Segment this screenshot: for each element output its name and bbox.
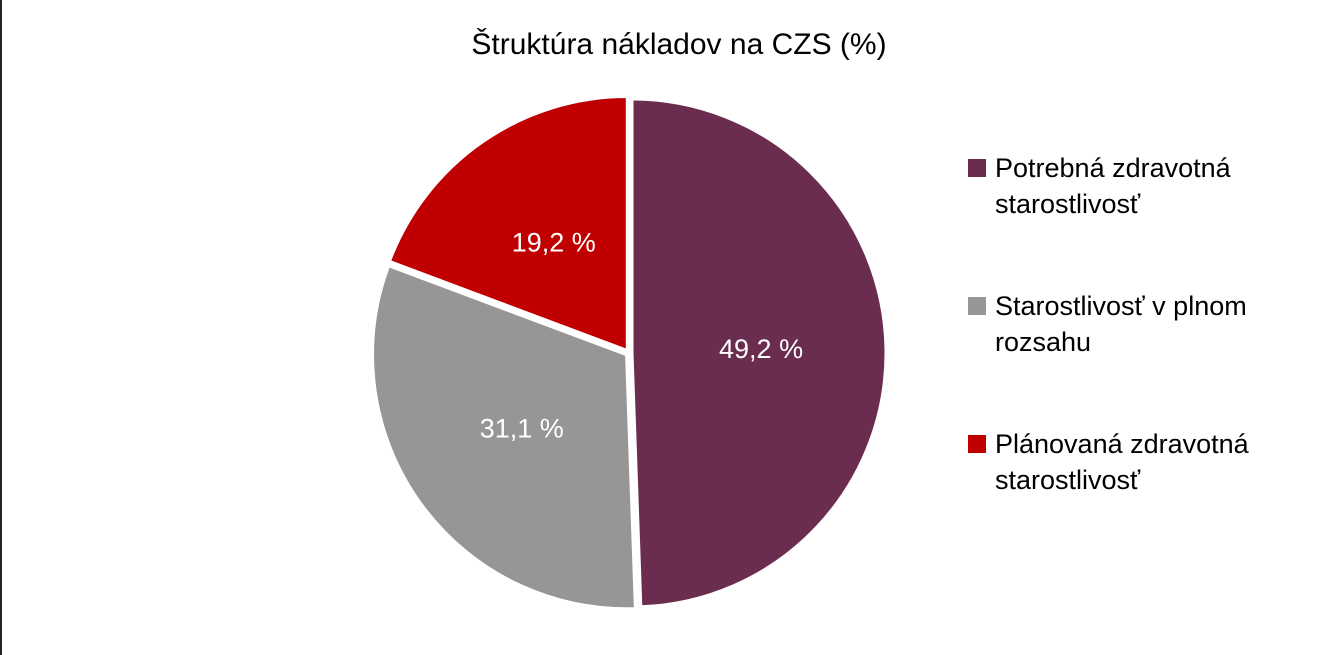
data-label: 19,2 % — [512, 228, 596, 258]
chart-title: Štruktúra nákladov na CZS (%) — [471, 27, 886, 61]
data-label: 31,1 % — [480, 413, 564, 443]
legend-swatch — [968, 435, 986, 453]
legend-item: Starostlivosť v plnom rozsahu — [968, 288, 1328, 360]
legend-swatch — [968, 159, 986, 177]
legend-label: Potrebná zdravotná starostlivosť — [995, 153, 1231, 219]
pie-slice — [371, 263, 637, 611]
legend-item: Plánovaná zdravotná starostlivosť — [968, 426, 1328, 498]
pie-slice — [387, 95, 629, 353]
legend-label: Plánovaná zdravotná starostlivosť — [995, 429, 1249, 495]
data-label: 49,2 % — [719, 334, 803, 364]
pie-slice — [630, 97, 888, 609]
legend: Potrebná zdravotná starostlivosť Starostl… — [968, 150, 1328, 564]
legend-swatch — [968, 297, 986, 315]
legend-label: Starostlivosť v plnom rozsahu — [995, 291, 1247, 357]
legend-item: Potrebná zdravotná starostlivosť — [968, 150, 1328, 222]
